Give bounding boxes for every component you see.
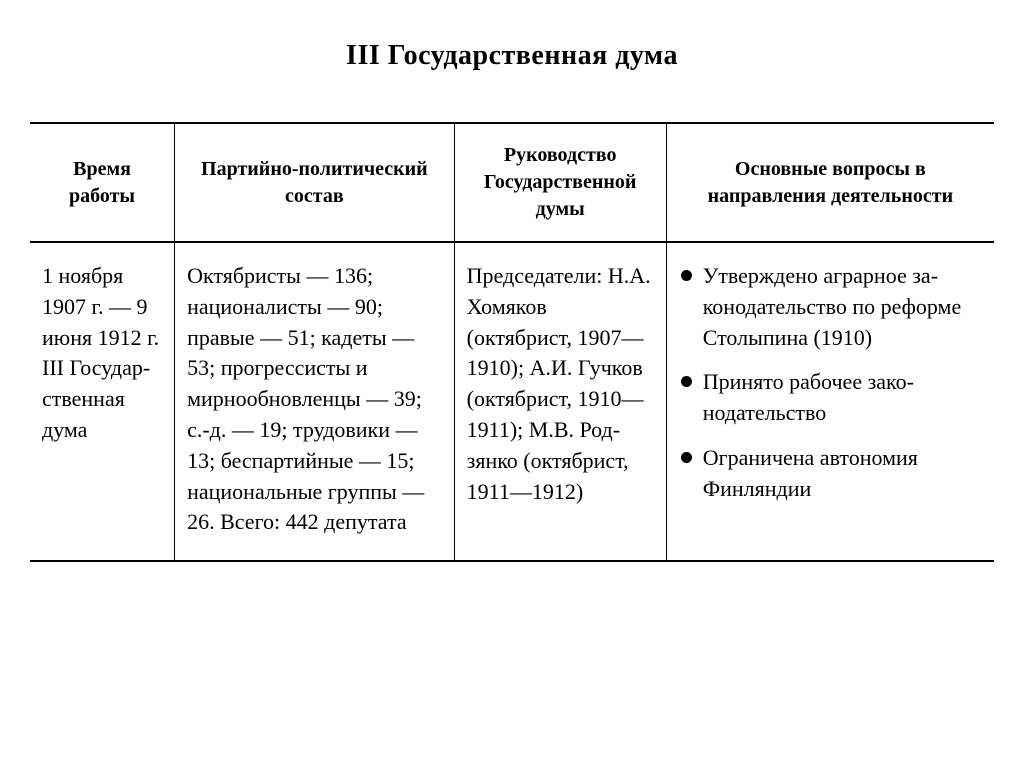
col-header-party: Партийно-политический состав <box>175 123 455 242</box>
cell-issues: Утверждено аграрное за­конодательство по… <box>666 242 994 561</box>
page-title: III Государственная дума <box>30 40 994 72</box>
list-item: Принято рабочее зако­нодательство <box>679 367 982 429</box>
cell-party: Октябристы — 136; национали­сты — 90; пр… <box>175 242 455 561</box>
cell-leadership: Председатели: Н.А. Хомяков (октябрист, 1… <box>454 242 666 561</box>
list-item: Ограничена автономия Финляндии <box>679 443 982 505</box>
col-header-time: Время работы <box>30 123 175 242</box>
table-row: 1 ноября 1907 г. — 9 июня 1912 г. III Го… <box>30 242 994 561</box>
col-header-leadership: Руководство Государственной думы <box>454 123 666 242</box>
issues-list: Утверждено аграрное за­конодательство по… <box>679 261 982 505</box>
list-item: Утверждено аграрное за­конодательство по… <box>679 261 982 353</box>
cell-time: 1 ноября 1907 г. — 9 июня 1912 г. III Го… <box>30 242 175 561</box>
table-header-row: Время работы Партийно-политический соста… <box>30 123 994 242</box>
duma-table: Время работы Партийно-политический соста… <box>30 122 994 562</box>
col-header-issues: Основные вопросы в направления деятельно… <box>666 123 994 242</box>
